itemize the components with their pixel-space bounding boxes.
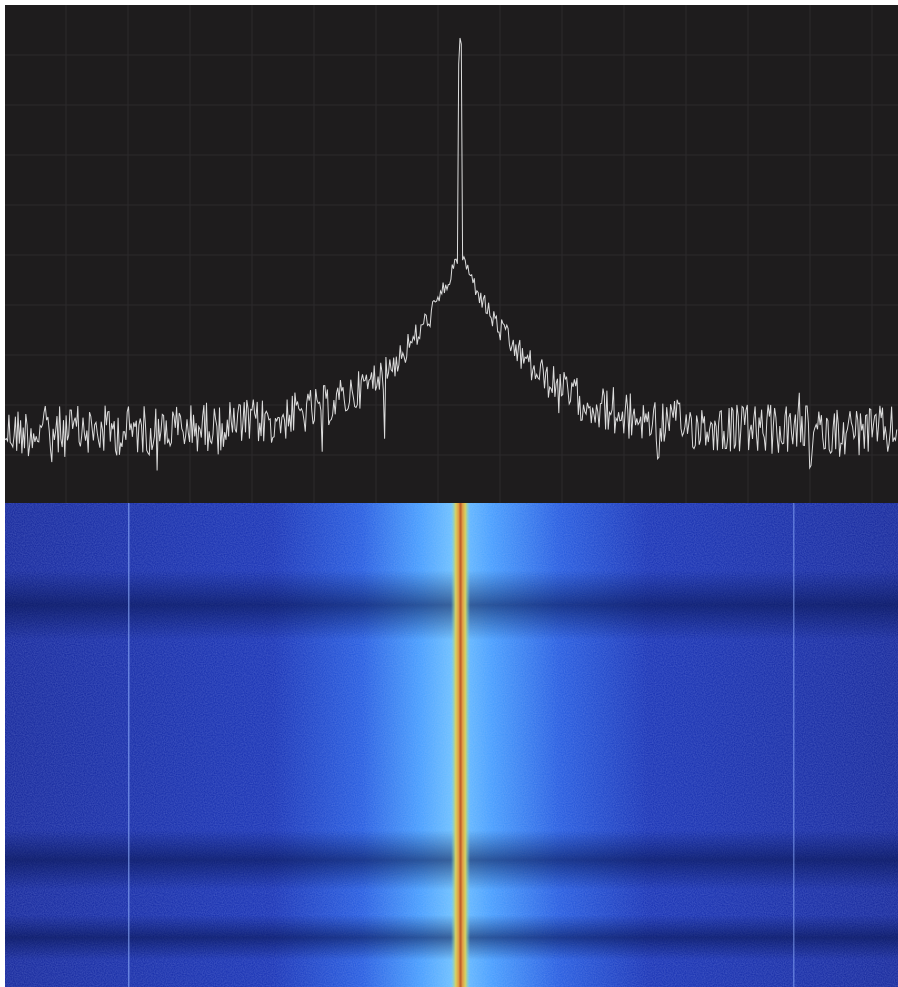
- waterfall: [5, 503, 898, 987]
- page: (() => { const svg = document.getElement…: [0, 0, 898, 987]
- waterfall-carrier-core: [460, 503, 462, 987]
- waterfall-line: [793, 503, 795, 987]
- waterfall-line: [128, 503, 130, 987]
- sdr-display: [0, 0, 898, 987]
